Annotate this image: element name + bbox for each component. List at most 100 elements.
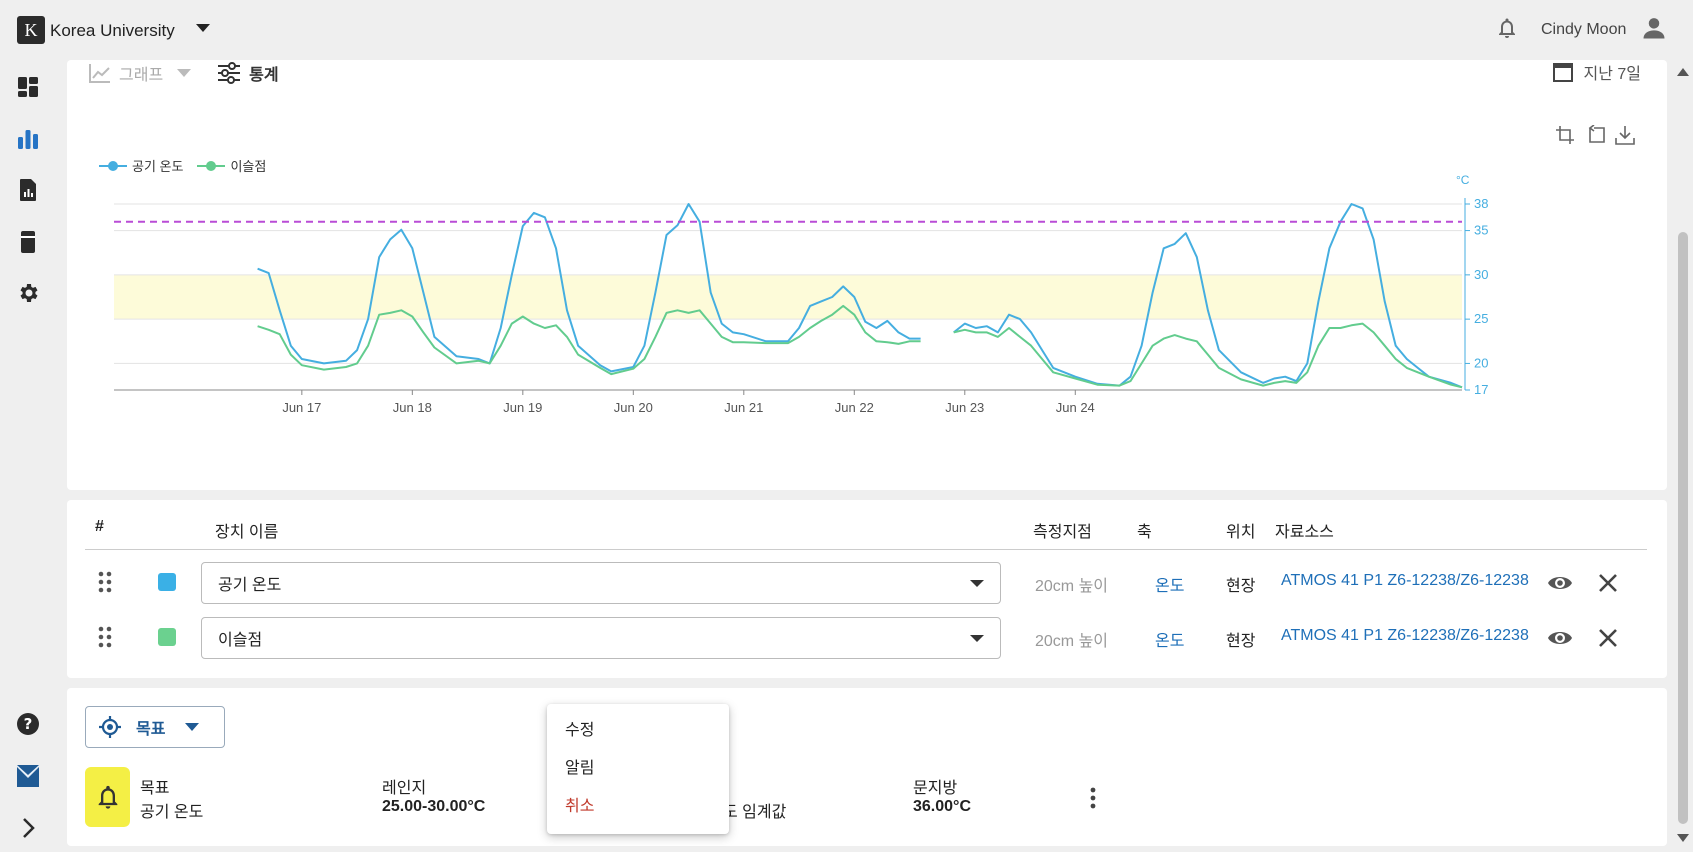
- legend-marker-dew-point: [197, 160, 226, 171]
- top-bar: K Korea University Cindy Moon: [0, 0, 1693, 60]
- location: 현장: [1226, 633, 1256, 650]
- close-icon[interactable]: [1595, 625, 1621, 651]
- stats-tab[interactable]: 통계: [217, 61, 279, 85]
- source-link[interactable]: ATMOS 41 P1 Z6-12238/Z6-12238: [1281, 627, 1529, 644]
- y-tick-label: 20: [1474, 355, 1488, 370]
- series-line-2: [953, 203, 1463, 389]
- sliders-icon: [218, 62, 241, 84]
- goal-target-label: 목표: [140, 780, 170, 797]
- target-range-band: [114, 274, 1462, 320]
- chevron-down-icon: [970, 579, 984, 587]
- legend-label-dew-point: 이슬점: [230, 159, 267, 174]
- series-line-1: [257, 304, 921, 376]
- measure-point: 20cm 높이: [1035, 633, 1109, 650]
- series-table-card: # 장치 이름 측정지점 축 위치 자료소스 공기 온도 20cm 높이 온도 …: [67, 500, 1667, 678]
- series-color-swatch[interactable]: [158, 573, 176, 591]
- measure-point: 20cm 높이: [1035, 578, 1109, 595]
- drag-handle-icon[interactable]: [95, 570, 115, 594]
- download-icon[interactable]: [1615, 125, 1635, 145]
- bar-chart-icon[interactable]: [16, 127, 40, 151]
- crop-icon[interactable]: [1555, 125, 1575, 145]
- goal-limit-label: 문지방: [913, 780, 958, 797]
- more-options-icon[interactable]: [1088, 786, 1098, 810]
- axis-link[interactable]: 온도: [1155, 578, 1185, 595]
- x-tick-label: Jun 24: [1056, 400, 1095, 415]
- eye-icon[interactable]: [1547, 570, 1573, 596]
- location: 현장: [1226, 578, 1256, 595]
- menu-item-edit[interactable]: 수정: [565, 722, 595, 739]
- y-tick-label: 38: [1474, 196, 1488, 211]
- device-select[interactable]: 공기 온도: [201, 562, 1001, 604]
- device-select[interactable]: 이슬점: [201, 617, 1001, 659]
- y-unit-label: °C: [1456, 173, 1470, 187]
- scroll-up-arrow[interactable]: [1677, 68, 1689, 76]
- org-switch-chevron-down-icon[interactable]: [196, 24, 210, 32]
- legend-item-dew-point[interactable]: 이슬점: [197, 156, 266, 175]
- goal-target-value: 공기 온도: [140, 804, 204, 821]
- x-tick-label: Jun 18: [393, 400, 432, 415]
- chart-card: 그래프 통계 지난 7일 공기 온도 이슬점 17 20 25 30 35 38 °C Jun…: [67, 60, 1667, 490]
- goal-button-label: 목표: [136, 721, 166, 738]
- undo-crop-icon[interactable]: [1585, 125, 1605, 145]
- scrollbar-thumb[interactable]: [1678, 232, 1688, 824]
- help-icon[interactable]: ?: [16, 712, 40, 736]
- col-header-name: 장치 이름: [215, 524, 279, 541]
- goal-alert-badge: [85, 767, 130, 827]
- series-line-0: [257, 203, 921, 373]
- goal-limit-value: 36.00°C: [913, 798, 971, 815]
- chevron-down-icon: [185, 723, 200, 731]
- graph-tab-label: 그래프: [119, 67, 164, 84]
- axis-link[interactable]: 온도: [1155, 633, 1185, 650]
- x-tick-label: Jun 20: [614, 400, 653, 415]
- menu-item-notify[interactable]: 알림: [565, 760, 595, 777]
- dashboard-icon[interactable]: [16, 75, 40, 99]
- col-header-axis: 축: [1137, 524, 1152, 541]
- view-toggle: 그래프 통계: [89, 60, 279, 86]
- legend-item-air-temp[interactable]: 공기 온도: [99, 156, 183, 175]
- line-chart[interactable]: 17 20 25 30 35 38 °C Jun 17 Jun 18 Jun 19 Jun 20 Ju…: [67, 170, 1667, 430]
- series-color-swatch[interactable]: [158, 628, 176, 646]
- goal-card: 목표 목표 공기 온도 레인지 25.00-30.00°C 도 임계값 문지방 …: [67, 688, 1667, 846]
- x-tick-label: Jun 17: [282, 400, 321, 415]
- drag-handle-icon[interactable]: [95, 625, 115, 649]
- graph-chevron-down-icon[interactable]: [177, 69, 192, 77]
- x-tick-label: Jun 23: [945, 400, 984, 415]
- scroll-down-arrow[interactable]: [1677, 834, 1689, 842]
- brand-logo-icon[interactable]: [16, 764, 40, 788]
- legend-label-air-temp: 공기 온도: [132, 159, 184, 174]
- close-icon[interactable]: [1595, 570, 1621, 596]
- x-tick-label: Jun 22: [835, 400, 874, 415]
- calendar-icon: [1553, 63, 1574, 82]
- notifications-bell-icon[interactable]: [1495, 16, 1519, 40]
- user-account-icon[interactable]: [1640, 14, 1668, 42]
- chart-legend: 공기 온도 이슬점: [99, 156, 266, 175]
- report-icon[interactable]: [16, 178, 40, 202]
- goal-threshold-label: 도 임계값: [723, 804, 787, 821]
- x-tick-label: Jun 19: [503, 400, 542, 415]
- device-icon[interactable]: [16, 230, 40, 254]
- col-header-location: 위치: [1226, 524, 1256, 541]
- bell-icon: [98, 785, 117, 809]
- expand-icon[interactable]: [16, 816, 40, 840]
- col-header-point: 측정지점: [1033, 524, 1092, 541]
- graph-tab[interactable]: 그래프: [89, 61, 192, 85]
- y-tick-label: 35: [1474, 223, 1488, 238]
- date-range-picker[interactable]: 지난 7일: [1553, 60, 1641, 84]
- device-select-value: 공기 온도: [218, 577, 282, 594]
- date-range-label: 지난 7일: [1583, 66, 1641, 83]
- menu-item-cancel[interactable]: 취소: [565, 798, 595, 815]
- user-name[interactable]: Cindy Moon: [1541, 21, 1627, 38]
- gear-icon[interactable]: [16, 281, 40, 305]
- y-tick-label: 25: [1474, 311, 1488, 326]
- source-link[interactable]: ATMOS 41 P1 Z6-12238/Z6-12238: [1281, 572, 1529, 589]
- eye-icon[interactable]: [1547, 625, 1573, 651]
- goal-dropdown-button[interactable]: 목표: [85, 706, 225, 748]
- col-header-source: 자료소스: [1275, 524, 1334, 541]
- table-row: 공기 온도 20cm 높이 온도 현장 ATMOS 41 P1 Z6-12238…: [85, 560, 1647, 604]
- table-header: # 장치 이름 측정지점 축 위치 자료소스: [85, 514, 1647, 550]
- stats-tab-label: 통계: [249, 67, 279, 84]
- chevron-down-icon: [970, 634, 984, 642]
- org-name[interactable]: Korea University: [50, 21, 175, 40]
- goal-range-value: 25.00-30.00°C: [382, 798, 486, 815]
- goal-context-menu: 수정 알림 취소: [547, 704, 729, 834]
